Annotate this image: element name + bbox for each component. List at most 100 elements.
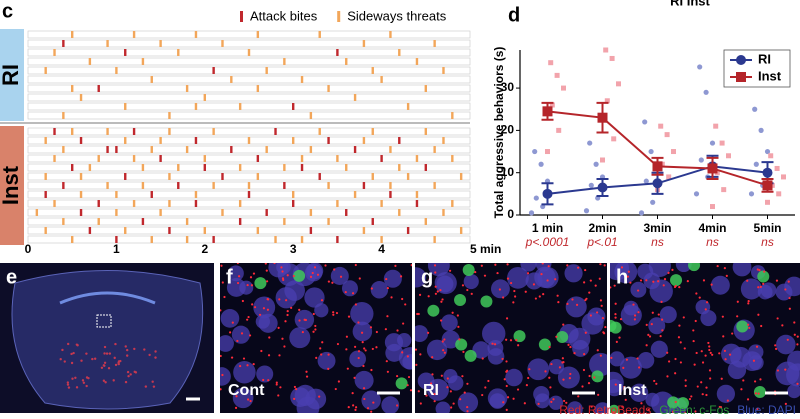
retrobead [385, 277, 388, 281]
data-point [764, 148, 771, 155]
retrobead [589, 279, 592, 282]
event-tick [97, 200, 100, 207]
raster-row [27, 111, 471, 120]
nucleus [505, 368, 523, 387]
event-tick [345, 209, 348, 216]
retrobead [718, 405, 721, 409]
retrobead [577, 266, 580, 269]
retrobead [640, 402, 643, 405]
retrobead [602, 332, 606, 335]
event-tick [79, 137, 83, 144]
nucleus [352, 321, 373, 342]
data-point [616, 81, 621, 87]
retrobead [568, 377, 571, 380]
bead-cluster [63, 360, 66, 363]
event-tick [185, 218, 189, 225]
retrobead [701, 361, 705, 364]
event-tick [159, 155, 162, 162]
data-point [583, 208, 590, 214]
legend-swatch [337, 11, 341, 22]
bead-cluster [124, 380, 128, 384]
x-tick-label: 1 [113, 242, 120, 256]
event-tick [35, 209, 39, 216]
event-tick [459, 227, 463, 234]
nucleus [232, 387, 254, 409]
bead-cluster [66, 383, 70, 386]
event-tick [283, 218, 286, 225]
legend-box [723, 49, 791, 88]
nucleus [760, 282, 777, 299]
event-tick [283, 58, 286, 65]
retrobead [754, 392, 757, 395]
bead-cluster [124, 345, 127, 348]
retrobead [776, 317, 779, 320]
retrobead [434, 271, 437, 274]
retrobead [230, 356, 234, 359]
event-tick [398, 164, 401, 171]
retrobead [556, 294, 559, 297]
retrobead [505, 360, 508, 363]
bead-cluster [66, 342, 70, 346]
retrobead [505, 317, 509, 320]
retrobead [267, 354, 271, 357]
retrobead [599, 299, 603, 302]
event-tick [353, 146, 357, 153]
nucleus [648, 263, 671, 278]
retrobead [569, 372, 572, 376]
mean-marker [762, 180, 773, 191]
retrobead [336, 342, 340, 346]
event-tick [79, 94, 83, 101]
retrobead [404, 303, 407, 306]
event-tick [115, 191, 118, 198]
retrobead [763, 270, 766, 273]
retrobead [653, 379, 656, 383]
retrobead [496, 271, 499, 275]
event-tick [44, 67, 47, 74]
data-point [697, 64, 703, 70]
cfos-cell [670, 274, 683, 287]
nucleus [220, 309, 240, 328]
retrobead [774, 347, 778, 350]
data-point [604, 98, 610, 104]
nucleus [589, 352, 607, 377]
retrobead [561, 357, 564, 360]
retrobead [721, 315, 724, 318]
retrobead [501, 357, 504, 361]
event-tick [442, 209, 445, 216]
retrobead [678, 324, 681, 327]
nucleus [507, 266, 529, 289]
raster-row [27, 84, 471, 93]
event-tick [433, 182, 436, 189]
retrobead [221, 373, 224, 377]
retrobead [293, 385, 297, 389]
nucleus [427, 263, 450, 277]
retrobead [246, 318, 249, 321]
event-tick [327, 137, 330, 144]
event-tick [389, 191, 392, 198]
event-tick [168, 200, 171, 207]
nucleus [330, 266, 349, 285]
event-tick [194, 191, 198, 198]
event-tick [451, 155, 454, 162]
retrobead [747, 302, 750, 305]
event-tick [309, 209, 313, 216]
bead-cluster [154, 350, 157, 353]
retrobead [758, 269, 761, 272]
event-tick [300, 155, 304, 162]
retrobead [567, 343, 570, 346]
event-tick [212, 182, 215, 189]
nucleus [675, 263, 692, 273]
raster-row [27, 154, 471, 163]
retrobead [587, 382, 591, 385]
data-point [588, 182, 594, 188]
retrobead [407, 375, 411, 379]
bead-cluster [102, 364, 106, 367]
retrobead [645, 279, 648, 282]
retrobead [538, 295, 541, 298]
retrobead [268, 336, 271, 339]
retrobead [622, 366, 625, 369]
retrobead [418, 293, 422, 296]
bead-cluster [80, 359, 83, 362]
retrobead [708, 345, 711, 348]
